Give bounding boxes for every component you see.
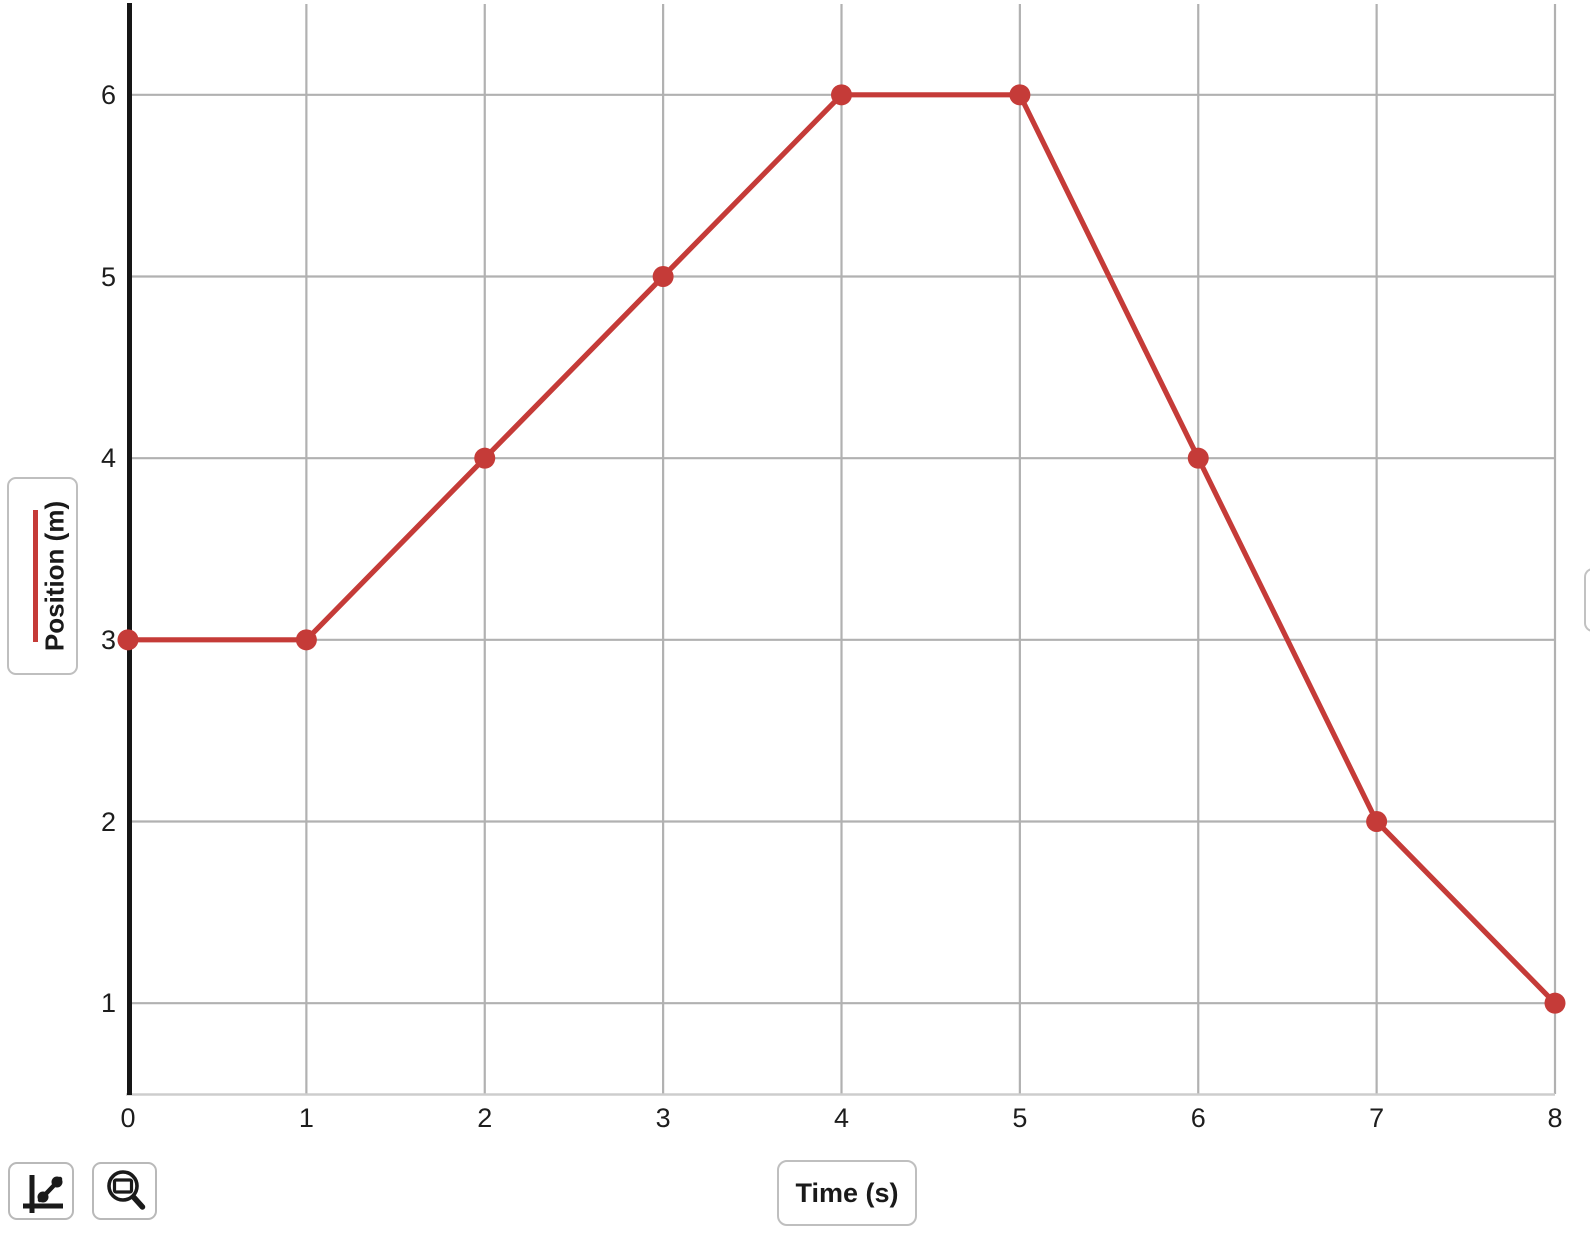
x-axis-label: Time (s)	[795, 1177, 899, 1208]
x-tick-label: 8	[1547, 1103, 1563, 1133]
data-point[interactable]	[474, 447, 496, 469]
x-tick-label: 4	[833, 1103, 850, 1133]
clipped-offscreen-panel-edge[interactable]	[1584, 568, 1590, 632]
y-tick-label: 6	[100, 79, 116, 110]
data-point[interactable]	[1009, 84, 1031, 106]
data-point[interactable]	[295, 629, 317, 651]
data-point[interactable]	[1544, 992, 1566, 1014]
series-color-swatch	[33, 510, 38, 642]
y-axis-label-box[interactable]: Position (m)	[7, 477, 78, 675]
magnifier-fit-icon	[106, 1170, 145, 1210]
x-tick-label: 5	[1012, 1103, 1028, 1133]
y-tick-label: 4	[100, 443, 116, 474]
x-tick-label: 0	[120, 1103, 136, 1133]
x-tick-label: 7	[1369, 1103, 1385, 1133]
graph-type-button[interactable]	[8, 1162, 74, 1220]
data-point[interactable]	[652, 266, 674, 287]
y-tick-label: 3	[100, 624, 116, 655]
data-point[interactable]	[1366, 811, 1388, 832]
y-tick-label: 5	[100, 261, 116, 292]
y-tick-label: 2	[100, 806, 116, 837]
x-tick-label: 6	[1190, 1103, 1206, 1133]
x-tick-label: 2	[477, 1103, 493, 1133]
data-point[interactable]	[117, 629, 139, 651]
y-tick-label: 1	[100, 988, 116, 1019]
x-tick-label: 3	[655, 1103, 671, 1133]
zoom-fit-button[interactable]	[92, 1162, 157, 1220]
y-axis-label: Position (m)	[39, 500, 70, 652]
x-tick-label: 1	[298, 1103, 314, 1133]
data-point[interactable]	[1187, 447, 1209, 469]
x-axis-label-box[interactable]: Time (s)	[777, 1160, 917, 1226]
data-point[interactable]	[831, 84, 852, 106]
line-scatter-chart-icon	[23, 1175, 63, 1213]
